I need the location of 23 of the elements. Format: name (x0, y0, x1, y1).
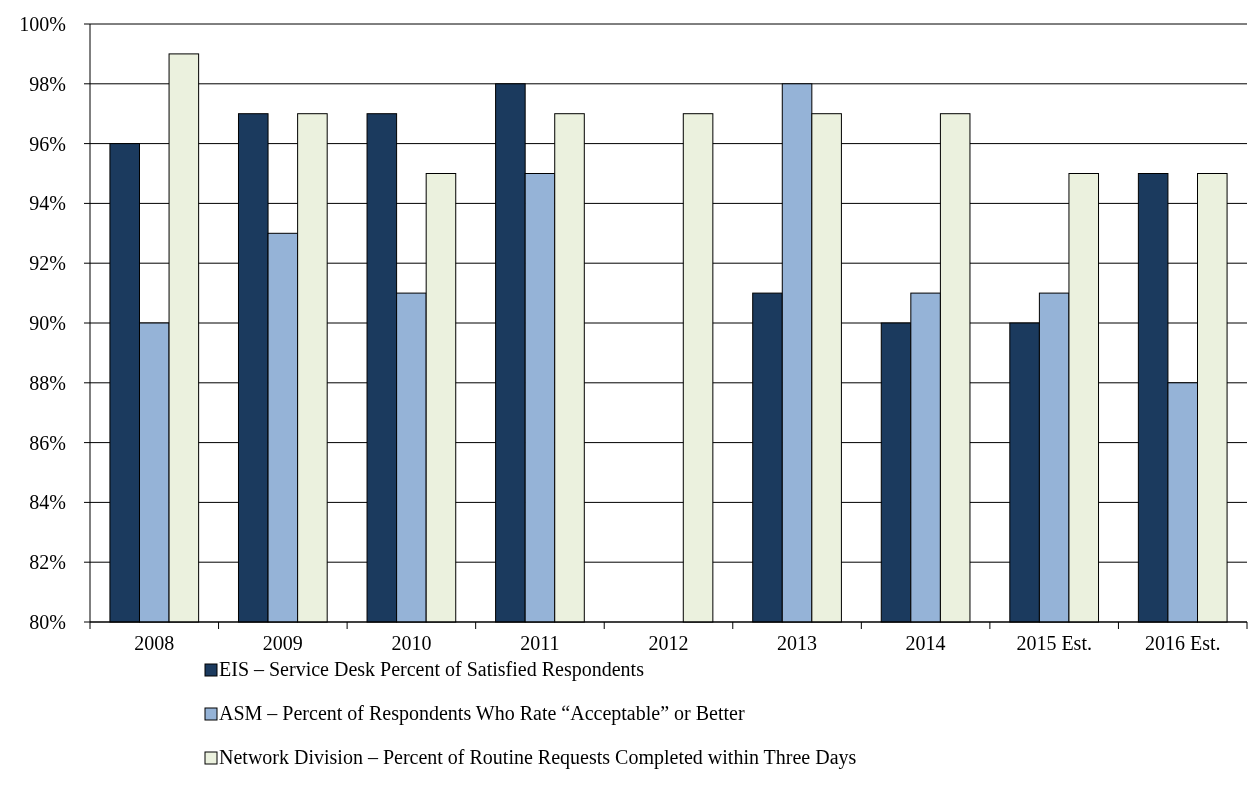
y-tick-label: 88% (29, 371, 66, 394)
y-tick-label: 90% (29, 312, 66, 334)
x-tick-label: 2009 (262, 632, 303, 654)
x-tick-label: 2015 Est. (1016, 632, 1092, 654)
y-tick-label: 86% (29, 431, 66, 454)
legend-label: EIS – Service Desk Percent of Satisfied Respondents (219, 658, 645, 681)
y-tick-label: 94% (29, 192, 66, 215)
x-tick-label: 2013 (777, 632, 818, 654)
x-tick-label: 2012 (648, 632, 689, 654)
x-tick-label: 2016 Est. (1144, 632, 1221, 654)
legend-label: ASM – Percent of Respondents Who Rate “Acceptable” or Better (219, 702, 745, 725)
x-tick-label: 2014 (905, 632, 946, 654)
y-tick-label: 82% (29, 551, 66, 574)
y-tick-label: 84% (29, 491, 66, 514)
y-tick-label: 92% (29, 252, 66, 275)
x-tick-label: 2008 (134, 632, 175, 654)
legend-label: Network Division – Percent of Routine Requests Completed within Three Days (219, 746, 857, 769)
x-tick-label: 2010 (391, 632, 432, 654)
y-tick-label: 100% (19, 13, 66, 35)
y-tick-label: 96% (29, 132, 66, 155)
y-tick-label: 80% (29, 611, 66, 633)
x-tick-label: 2011 (520, 632, 560, 654)
y-tick-label: 98% (29, 72, 66, 95)
